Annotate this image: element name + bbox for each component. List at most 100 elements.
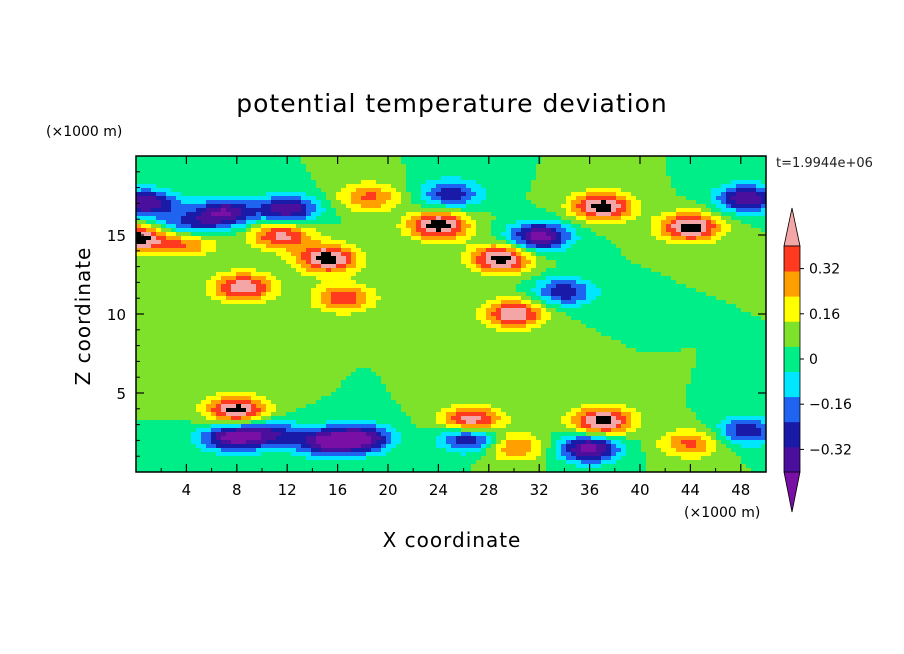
contour-cell: [591, 280, 677, 285]
contour-cell: [246, 232, 257, 237]
contour-cell: [751, 468, 766, 472]
contour-cell: [571, 236, 582, 241]
contour-cell: [731, 440, 766, 445]
contour-cell: [761, 196, 766, 201]
contour-cell: [221, 284, 232, 289]
contour-cell: [666, 240, 717, 245]
contour-cell: [411, 216, 422, 221]
contour-row: [136, 160, 766, 165]
x-tick-label: 44: [681, 481, 700, 499]
contour-cell: [671, 180, 732, 185]
contour-cell: [566, 456, 577, 461]
contour-cell: [506, 248, 517, 253]
contour-cell: [346, 256, 352, 261]
contour-cell: [576, 452, 602, 457]
contour-cell: [161, 224, 167, 229]
contour-cell: [221, 208, 227, 213]
contour-cell: [556, 236, 562, 241]
contour-cell: [406, 224, 417, 229]
contour-cell: [676, 208, 702, 213]
contour-cell: [341, 380, 382, 385]
contour-cell: [661, 224, 667, 229]
contour-cell: [361, 204, 382, 209]
contour-cell: [136, 232, 142, 237]
contour-cell: [541, 452, 547, 457]
contour-cell: [591, 204, 612, 209]
contour-cell: [176, 232, 192, 237]
contour-cell: [491, 232, 502, 237]
contour-cell: [231, 212, 242, 217]
contour-cell: [136, 428, 197, 433]
contour-cell: [671, 444, 687, 449]
contour-cell: [471, 464, 547, 469]
contour-cell: [201, 212, 212, 217]
contour-row: [136, 244, 766, 249]
contour-cell: [476, 248, 487, 253]
contour-row: [136, 196, 766, 201]
contour-cell: [271, 272, 302, 277]
contour-cell: [621, 252, 766, 257]
contour-cell: [696, 444, 707, 449]
contour-cell: [711, 200, 722, 205]
contour-cell: [436, 436, 447, 441]
contour-cell: [356, 244, 467, 249]
contour-cell: [171, 208, 197, 213]
colorbar-segment: [784, 371, 800, 398]
contour-row: [136, 168, 766, 173]
contour-cell: [521, 272, 542, 277]
contour-cell: [521, 300, 532, 305]
contour-cell: [136, 180, 317, 185]
contour-row: [136, 440, 766, 445]
contour-cell: [216, 284, 222, 289]
contour-cell: [536, 284, 547, 289]
contour-cell: [476, 260, 487, 265]
contour-cell: [406, 212, 422, 217]
contour-cell: [321, 296, 332, 301]
contour-row: [136, 392, 766, 397]
contour-cell: [666, 156, 766, 161]
contour-cell: [356, 292, 367, 297]
contour-cell: [366, 456, 482, 461]
contour-cell: [526, 316, 537, 321]
contour-cell: [196, 408, 207, 413]
contour-cell: [546, 300, 562, 305]
contour-cell: [471, 268, 482, 273]
contour-row: [136, 252, 766, 257]
contour-cell: [546, 232, 557, 237]
contour-cell: [671, 232, 682, 237]
contour-cell: [761, 208, 766, 213]
contour-cell: [676, 192, 712, 197]
contour-cell: [346, 184, 392, 189]
contour-cell: [381, 448, 392, 453]
contour-cell: [586, 212, 597, 217]
colorbar-tick-label: −0.32: [809, 442, 852, 458]
contour-cell: [231, 284, 257, 289]
contour-cell: [491, 256, 512, 261]
contour-cell: [321, 300, 332, 305]
contour-cell: [296, 224, 397, 229]
contour-cell: [726, 300, 766, 305]
contour-cell: [551, 244, 562, 249]
contour-cell: [266, 292, 282, 297]
contour-cell: [361, 428, 377, 433]
contour-cell: [586, 216, 622, 221]
contour-cell: [446, 424, 462, 429]
contour-cell: [341, 244, 357, 249]
contour-cell: [366, 284, 517, 289]
contour-cell: [156, 196, 167, 201]
contour-cell: [341, 188, 357, 193]
contour-cell: [536, 204, 562, 209]
contour-cell: [441, 176, 462, 181]
contour-cell: [611, 444, 617, 449]
contour-cell: [236, 232, 247, 237]
contour-cell: [516, 232, 527, 237]
contour-cell: [606, 448, 612, 453]
contour-cell: [711, 220, 717, 225]
contour-cell: [366, 264, 467, 269]
contour-cell: [181, 236, 202, 241]
contour-cell: [566, 196, 577, 201]
contour-row: [136, 344, 766, 349]
contour-cell: [361, 444, 372, 449]
contour-cell: [136, 204, 162, 209]
contour-cell: [736, 200, 762, 205]
